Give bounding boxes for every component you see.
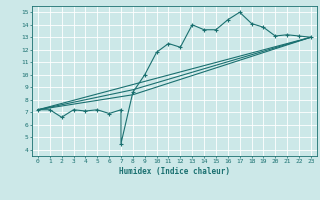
X-axis label: Humidex (Indice chaleur): Humidex (Indice chaleur) (119, 167, 230, 176)
